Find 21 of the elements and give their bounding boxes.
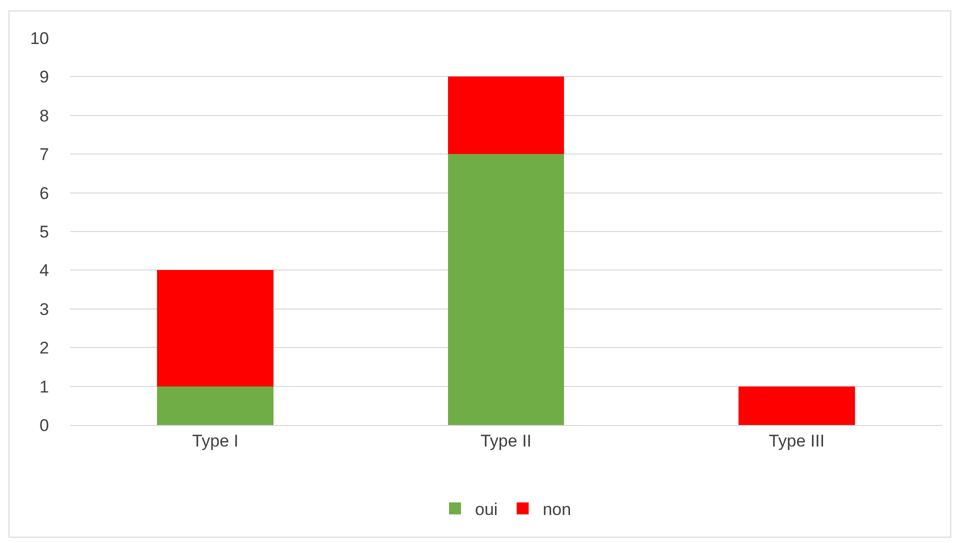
y-tick-label: 0 [40, 416, 49, 435]
y-tick-label: 2 [40, 338, 49, 358]
x-tick-label: Type I [192, 431, 238, 450]
bar [157, 270, 274, 386]
y-tick-label: 8 [40, 106, 49, 126]
y-tick-label: 4 [40, 261, 49, 280]
bar [157, 386, 274, 425]
y-tick-label: 3 [40, 300, 49, 319]
x-tick-label: Type II [480, 431, 532, 450]
y-tick-label: 9 [40, 68, 49, 87]
bar [448, 154, 564, 425]
bar [738, 386, 855, 425]
legend-label: oui [475, 500, 498, 519]
y-tick-label: 6 [40, 184, 49, 203]
y-tick-label: 5 [40, 222, 49, 242]
legend-label: non [542, 500, 572, 519]
bar [448, 76, 564, 154]
x-tick-label: Type III [768, 431, 825, 450]
y-tick-label: 10 [30, 28, 49, 48]
y-tick-label: 1 [40, 377, 49, 396]
y-tick-label: 7 [40, 145, 49, 164]
